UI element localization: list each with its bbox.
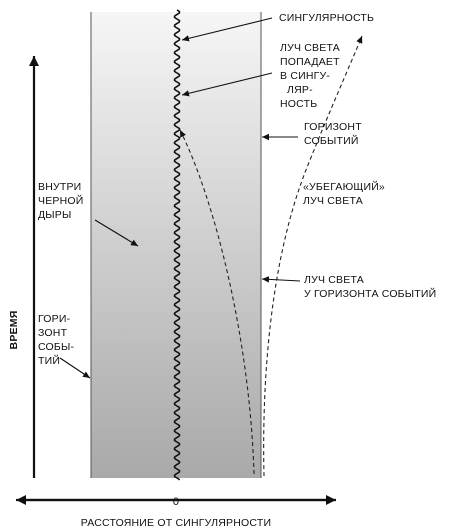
light-ray-into-singularity <box>179 129 255 475</box>
singularity-line <box>173 9 181 481</box>
event-horizon-left-label: ГОРИ- ЗОНТ СОБЫ- ТИЙ <box>38 313 77 367</box>
light-into-singularity-label: ЛУЧ СВЕТА ПОПАДАЕТ В СИНГУ- ЛЯР- НОСТЬ <box>280 42 343 110</box>
inside-black-hole-pointer <box>94 219 139 247</box>
ray-at-horizon-label: ЛУЧ СВЕТА У ГОРИЗОНТА СОБЫТИЙ <box>304 274 436 300</box>
event-horizon-right-label: ГОРИЗОНТ СОБЫТИЙ <box>304 121 365 147</box>
origin-label: 0 <box>173 496 179 508</box>
ray-at-horizon-pointer <box>261 276 301 283</box>
escaping-light-ray <box>263 35 363 477</box>
time-axis-label: ВРЕМЯ <box>8 311 20 350</box>
singularity-label: СИНГУЛЯРНОСТЬ <box>279 12 374 24</box>
distance-axis-label: РАССТОЯНИЕ ОТ СИНГУЛЯРНОСТИ <box>81 517 271 529</box>
light-into-singularity-pointer <box>181 72 273 97</box>
inside-black-hole-label: ВНУТРИ ЧЕРНОЙ ДЫРЫ <box>38 181 87 221</box>
event-horizon-left-pointer <box>59 357 91 379</box>
escaping-ray-label: «УБЕГАЮЩИЙ» ЛУЧ СВЕТА <box>303 180 388 207</box>
singularity-pointer <box>181 17 273 42</box>
